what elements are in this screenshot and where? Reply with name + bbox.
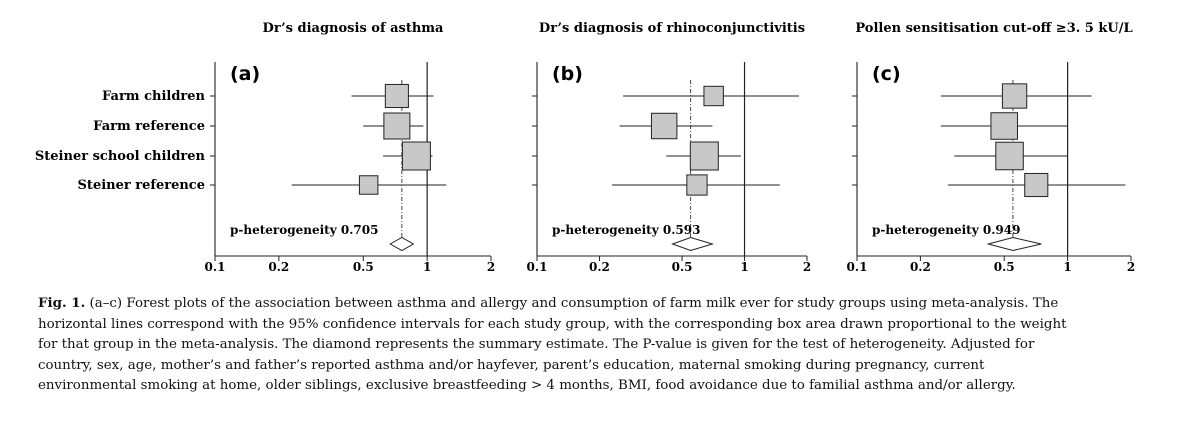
summary-diamond xyxy=(671,236,715,252)
x-tick-label: 0.1 xyxy=(205,260,226,274)
x-tick-label: 0.5 xyxy=(994,260,1015,274)
figure-caption: Fig. 1. (a–c) Forest plots of the associ… xyxy=(38,293,1162,397)
row-label-1: Farm children xyxy=(102,89,206,104)
estimate-box xyxy=(995,141,1024,171)
panel-letter: (c) xyxy=(872,63,901,85)
caption-line-1-text: (a–c) Forest plots of the association be… xyxy=(89,296,1059,311)
forest-panel-b: Dr’s diagnosis of rhinoconjunctivitis 0.1… xyxy=(527,21,812,274)
caption-fig-label: Fig. 1. xyxy=(38,295,86,311)
row-label-3: Steiner school children xyxy=(35,149,206,164)
estimate-box xyxy=(358,175,379,195)
x-tick-label: 1 xyxy=(1063,260,1071,274)
heterogeneity-label: p-heterogeneity 0.949 xyxy=(872,223,1020,237)
caption-line-1: Fig. 1. (a–c) Forest plots of the associ… xyxy=(38,293,1162,315)
x-tick-label: 0.1 xyxy=(527,260,548,274)
caption-line-2: horizontal lines correspond with the 95%… xyxy=(38,316,1067,332)
heterogeneity-label: p-heterogeneity 0.705 xyxy=(230,223,378,237)
forest-panel-c: Pollen sensitisation cut-off ≥3. 5 kU/L 0… xyxy=(847,21,1136,274)
panel-letter: (b) xyxy=(552,63,583,85)
forest-panel-a: Dr’s diagnosis of asthma 0.1 0.2 0.5 1 2 (a) p-… xyxy=(205,21,496,274)
x-tick-label: 1 xyxy=(423,260,431,274)
caption-line-5: environmental smoking at home, older sib… xyxy=(38,378,1016,393)
x-tick-label: 2 xyxy=(487,260,495,274)
estimate-box xyxy=(1024,172,1049,198)
x-tick-label: 0.2 xyxy=(268,260,289,274)
heterogeneity-label: p-heterogeneity 0.593 xyxy=(552,223,700,237)
estimate-box xyxy=(650,112,678,140)
estimate-box xyxy=(384,83,409,109)
x-tick-label: 0.5 xyxy=(353,260,374,274)
panel-title: Pollen sensitisation cut-off ≥3. 5 kU/L xyxy=(855,21,1132,36)
estimate-box xyxy=(383,112,411,140)
row-label-4: Steiner reference xyxy=(78,178,205,193)
x-tick-label: 2 xyxy=(1127,260,1135,274)
x-tick-label: 0.2 xyxy=(910,260,931,274)
caption-line-3: for that group in the meta-analysis. The… xyxy=(38,337,1035,352)
x-tick-label: 0.2 xyxy=(589,260,610,274)
summary-diamond xyxy=(986,236,1042,252)
panel-title: Dr’s diagnosis of asthma xyxy=(263,21,444,36)
estimate-box xyxy=(990,112,1018,140)
estimate-box xyxy=(1001,83,1028,109)
row-label-2: Farm reference xyxy=(93,119,205,134)
panel-letter: (a) xyxy=(230,63,260,85)
estimate-box xyxy=(686,174,708,196)
x-tick-label: 1 xyxy=(740,260,748,274)
x-tick-label: 0.5 xyxy=(672,260,693,274)
estimate-box xyxy=(689,141,719,171)
estimate-box xyxy=(401,141,431,171)
estimate-box xyxy=(703,85,724,107)
summary-diamond xyxy=(389,236,415,252)
caption-line-4: country, sex, age, mother’s and father’s… xyxy=(38,357,985,373)
panel-title: Dr’s diagnosis of rhinoconjunctivitis xyxy=(539,21,805,36)
x-tick-label: 0.1 xyxy=(847,260,868,274)
x-tick-label: 2 xyxy=(803,260,811,274)
